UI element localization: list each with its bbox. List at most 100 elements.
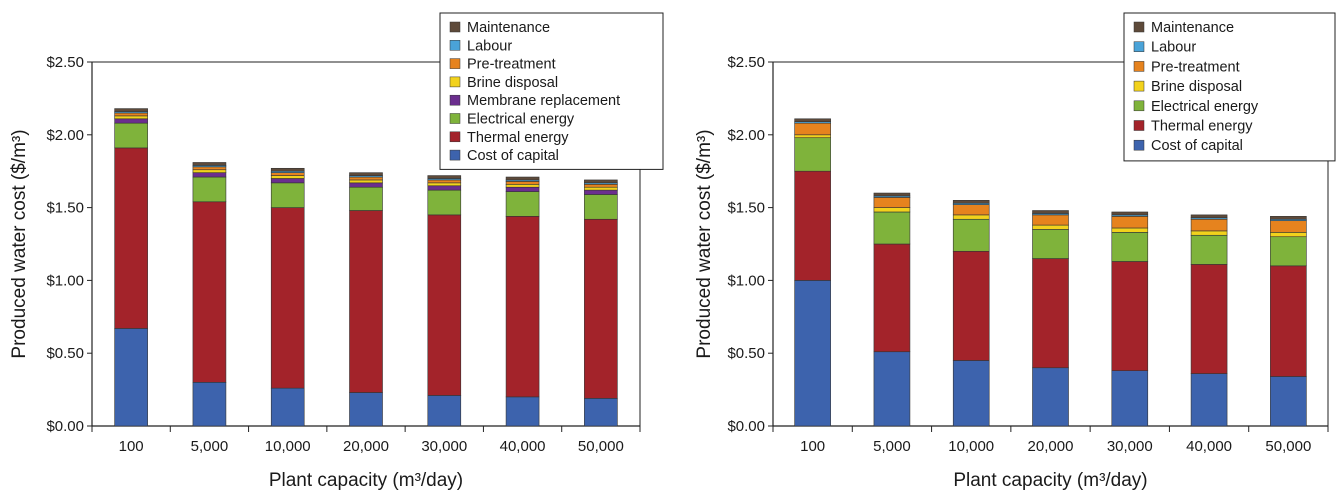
y-axis-label: Produced water cost ($/m³) [9, 129, 30, 358]
legend-box [1123, 12, 1336, 162]
y-tick-label: $0.00 [727, 418, 765, 435]
bar-segment-cost-of-capital [192, 382, 227, 427]
x-tick-label: 20,000 [1028, 438, 1074, 455]
x-tick-label: 20,000 [343, 438, 389, 455]
bar-segment-thermal-energy [1111, 261, 1149, 371]
bar-segment-thermal-energy [1190, 264, 1228, 374]
x-tick-label: 40,000 [1186, 438, 1232, 455]
legend: Maintenance Labour Pre-treatment Brine disp… [439, 12, 664, 170]
legend-label: Pre-treatment [467, 57, 556, 73]
x-axis-label: Plant capacity (m³/day) [953, 470, 1147, 491]
bar-segment-brine-disposal [1111, 227, 1149, 233]
legend-swatch [449, 113, 461, 124]
legend-swatch [449, 94, 461, 106]
legend: Maintenance Labour Pre-treatment Brine disp… [1123, 12, 1336, 162]
legend-swatch [1133, 80, 1145, 92]
bar-segment-pre-treatment [270, 172, 305, 176]
y-tick-label: $2.50 [727, 54, 765, 71]
legend-swatch [1133, 61, 1145, 72]
bar-segment-thermal-energy [873, 243, 911, 353]
legend-label: Brine disposal [1151, 79, 1242, 95]
bar-segment-cost-of-capital [1190, 373, 1228, 427]
y-tick-label: $0.00 [46, 418, 84, 435]
bar-segment-maintenance [873, 192, 911, 197]
bar-segment-maintenance [952, 200, 990, 204]
bar-segment-cost-of-capital [952, 360, 990, 427]
bar-segment-pre-treatment [505, 181, 540, 185]
y-tick-label: $2.50 [46, 54, 84, 71]
x-tick-label: 30,000 [1107, 438, 1153, 455]
legend-label: Maintenance [467, 20, 550, 36]
bar-segment-membrane-replacement [192, 172, 227, 178]
bar-segment-thermal-energy [1032, 258, 1069, 369]
bar-segment-thermal-energy [505, 216, 540, 398]
legend-swatch [449, 58, 461, 69]
bar-segment-membrane-replacement [427, 185, 462, 191]
bar-segment-maintenance [427, 175, 462, 179]
bar-segment-cost-of-capital [584, 398, 618, 427]
bar-segment-brine-disposal [427, 182, 462, 187]
bar-segment-membrane-replacement [505, 186, 540, 192]
bar-segment-brine-disposal [505, 184, 540, 188]
bar-segment-pre-treatment [349, 176, 383, 181]
x-tick-label: 100 [800, 438, 825, 455]
legend-label: Thermal energy [467, 130, 569, 146]
legend-swatch [1133, 139, 1145, 151]
bar-segment-brine-disposal [952, 214, 990, 220]
x-tick-label: 5,000 [191, 438, 229, 455]
y-axis-label: Produced water cost ($/m³) [694, 129, 715, 358]
bar-segment-maintenance [192, 162, 227, 166]
bar-segment-brine-disposal [1270, 232, 1307, 238]
bar-segment-cost-of-capital [794, 280, 831, 427]
bar-segment-pre-treatment [192, 166, 227, 171]
bar-segment-thermal-energy [427, 214, 462, 396]
bar-segment-electrical-energy [505, 191, 540, 217]
legend-label: Brine disposal [467, 75, 558, 91]
bar-segment-cost-of-capital [349, 392, 383, 427]
bar-segment-brine-disposal [192, 169, 227, 173]
x-tick-label: 10,000 [265, 438, 311, 455]
bar-segment-electrical-energy [584, 194, 618, 220]
legend-swatch [449, 76, 461, 88]
legend-swatch [1133, 100, 1145, 112]
y-tick-label: $2.00 [46, 127, 84, 144]
bar-segment-brine-disposal [1032, 224, 1069, 230]
bar-segment-pre-treatment [427, 179, 462, 184]
bar-segment-maintenance [794, 118, 831, 122]
x-tick-label: 5,000 [873, 438, 911, 455]
bar-segment-thermal-energy [1270, 265, 1307, 377]
bar-segment-thermal-energy [794, 170, 831, 281]
bar-segment-cost-of-capital [1111, 370, 1149, 427]
x-tick-label: 10,000 [948, 438, 994, 455]
bar-segment-brine-disposal [584, 186, 618, 191]
bar-segment-electrical-energy [1270, 236, 1307, 267]
legend-swatch [449, 149, 461, 161]
bar-segment-cost-of-capital [505, 396, 540, 427]
bar-segment-cost-of-capital [427, 395, 462, 427]
bar-segment-electrical-energy [794, 137, 831, 172]
legend-swatch [1133, 120, 1145, 131]
y-tick-label: $0.50 [727, 345, 765, 362]
x-tick-label: 40,000 [500, 438, 546, 455]
legend-swatch [1133, 41, 1145, 52]
bar-segment-cost-of-capital [270, 387, 305, 427]
bar-segment-maintenance [349, 172, 383, 176]
bar-segment-brine-disposal [873, 207, 911, 213]
y-tick-label: $0.50 [46, 345, 84, 362]
bar-segment-brine-disposal [349, 179, 383, 184]
x-tick-label: 100 [119, 438, 144, 455]
bar-segment-electrical-energy [270, 182, 305, 208]
bar-segment-thermal-energy [114, 147, 148, 329]
bar-segment-electrical-energy [114, 122, 148, 149]
legend-label: Electrical energy [1151, 99, 1259, 115]
bar-segment-thermal-energy [584, 218, 618, 399]
x-tick-label: 50,000 [1265, 438, 1311, 455]
legend-label: Labour [1151, 40, 1196, 56]
y-tick-label: $1.00 [727, 272, 765, 289]
bar-segment-pre-treatment [1032, 214, 1069, 226]
legend-swatch [449, 40, 461, 51]
x-tick-label: 30,000 [421, 438, 467, 455]
legend-swatch [449, 21, 461, 33]
legend-swatch [1133, 21, 1145, 33]
